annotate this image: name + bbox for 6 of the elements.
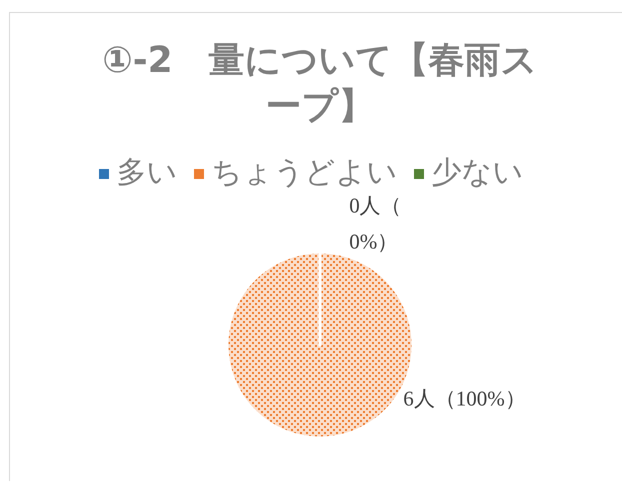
text: 0人（0%） xyxy=(349,194,402,254)
legend-label: 少ない xyxy=(430,154,524,192)
chart-title: ①-2 量について【春雨スープ】 xyxy=(101,39,539,129)
legend-label: 多い xyxy=(116,154,178,192)
legend-label: ちょうどよい xyxy=(210,154,398,192)
data-label: 6人（100%） xyxy=(403,386,526,411)
